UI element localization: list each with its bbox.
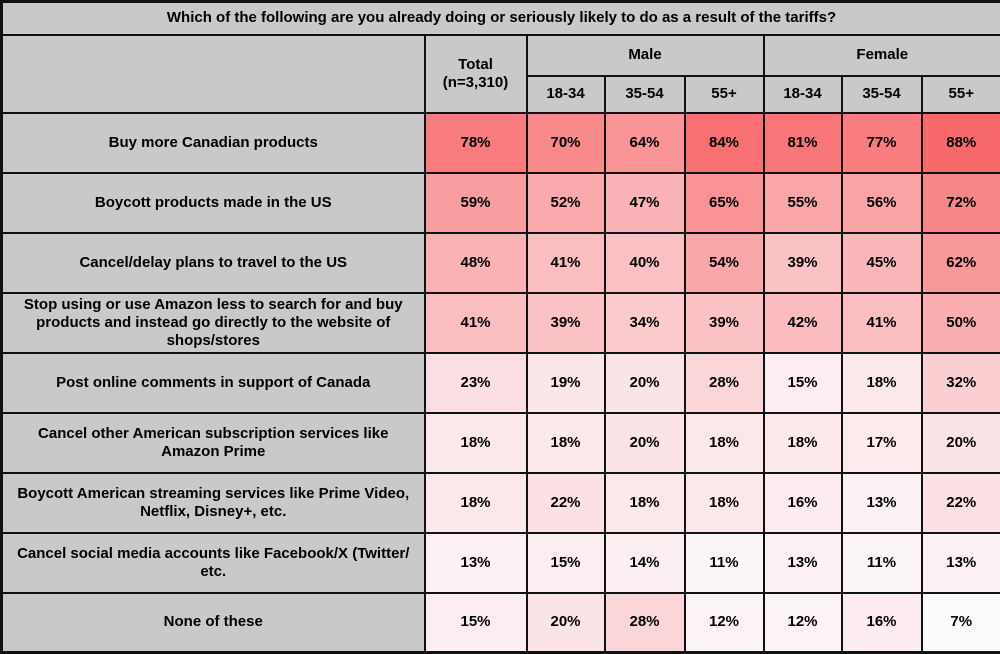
- value-cell: 20%: [525, 591, 606, 654]
- value-cell: 56%: [840, 171, 923, 234]
- age-header-male-55plus: 55+: [683, 74, 765, 114]
- value-cell: 18%: [525, 411, 606, 474]
- value-cell: 22%: [920, 471, 1000, 534]
- value-cell: 13%: [762, 531, 843, 594]
- value-cell: 16%: [762, 471, 843, 534]
- value-cell: 15%: [762, 351, 843, 414]
- age-header-female-18-34: 18-34: [762, 74, 843, 114]
- value-cell: 65%: [683, 171, 765, 234]
- value-cell: 39%: [683, 291, 765, 354]
- value-cell: 20%: [603, 411, 686, 474]
- value-cell: 19%: [525, 351, 606, 414]
- value-cell: 39%: [525, 291, 606, 354]
- value-cell: 88%: [920, 111, 1000, 174]
- value-cell: 81%: [762, 111, 843, 174]
- value-cell: 64%: [603, 111, 686, 174]
- row-label-header: [0, 33, 426, 114]
- group-header-male: Male: [525, 33, 765, 77]
- table-row: Buy more Canadian products 78% 70% 64% 8…: [0, 111, 1000, 174]
- col-header-total: Total (n=3,310): [423, 33, 528, 114]
- table-title: Which of the following are you already d…: [0, 0, 1000, 36]
- value-cell: 11%: [840, 531, 923, 594]
- value-cell: 59%: [423, 171, 528, 234]
- table-row: Cancel other American subscription servi…: [0, 411, 1000, 474]
- value-cell: 77%: [840, 111, 923, 174]
- value-cell: 72%: [920, 171, 1000, 234]
- value-cell: 11%: [683, 531, 765, 594]
- row-label: Cancel/delay plans to travel to the US: [0, 231, 426, 294]
- value-cell: 18%: [423, 471, 528, 534]
- value-cell: 18%: [683, 411, 765, 474]
- value-cell: 18%: [603, 471, 686, 534]
- value-cell: 41%: [840, 291, 923, 354]
- value-cell: 70%: [525, 111, 606, 174]
- value-cell: 13%: [840, 471, 923, 534]
- value-cell: 15%: [525, 531, 606, 594]
- value-cell: 45%: [840, 231, 923, 294]
- table-row: Cancel social media accounts like Facebo…: [0, 531, 1000, 594]
- value-cell: 41%: [525, 231, 606, 294]
- value-cell: 78%: [423, 111, 528, 174]
- value-cell: 18%: [762, 411, 843, 474]
- row-label: Post online comments in support of Canad…: [0, 351, 426, 414]
- value-cell: 28%: [603, 591, 686, 654]
- age-header-male-18-34: 18-34: [525, 74, 606, 114]
- value-cell: 41%: [423, 291, 528, 354]
- row-label: None of these: [0, 591, 426, 654]
- table-row: Boycott products made in the US 59% 52% …: [0, 171, 1000, 234]
- value-cell: 13%: [920, 531, 1000, 594]
- table-row: Stop using or use Amazon less to search …: [0, 291, 1000, 354]
- value-cell: 23%: [423, 351, 528, 414]
- row-label: Buy more Canadian products: [0, 111, 426, 174]
- age-header-female-55plus: 55+: [920, 74, 1000, 114]
- row-label: Boycott products made in the US: [0, 171, 426, 234]
- value-cell: 22%: [525, 471, 606, 534]
- row-label: Stop using or use Amazon less to search …: [0, 291, 426, 354]
- value-cell: 84%: [683, 111, 765, 174]
- value-cell: 18%: [423, 411, 528, 474]
- group-header-female: Female: [762, 33, 1000, 77]
- row-label: Cancel other American subscription servi…: [0, 411, 426, 474]
- value-cell: 28%: [683, 351, 765, 414]
- value-cell: 12%: [683, 591, 765, 654]
- value-cell: 15%: [423, 591, 528, 654]
- value-cell: 7%: [920, 591, 1000, 654]
- table-row: Post online comments in support of Canad…: [0, 351, 1000, 414]
- value-cell: 40%: [603, 231, 686, 294]
- table-row: Cancel/delay plans to travel to the US 4…: [0, 231, 1000, 294]
- table-row: None of these 15% 20% 28% 12% 12% 16% 7%: [0, 591, 1000, 654]
- value-cell: 17%: [840, 411, 923, 474]
- table-row: Boycott American streaming services like…: [0, 471, 1000, 534]
- age-header-male-35-54: 35-54: [603, 74, 686, 114]
- value-cell: 16%: [840, 591, 923, 654]
- value-cell: 50%: [920, 291, 1000, 354]
- row-label: Cancel social media accounts like Facebo…: [0, 531, 426, 594]
- value-cell: 18%: [683, 471, 765, 534]
- value-cell: 55%: [762, 171, 843, 234]
- value-cell: 42%: [762, 291, 843, 354]
- value-cell: 62%: [920, 231, 1000, 294]
- value-cell: 32%: [920, 351, 1000, 414]
- value-cell: 14%: [603, 531, 686, 594]
- value-cell: 20%: [920, 411, 1000, 474]
- value-cell: 20%: [603, 351, 686, 414]
- value-cell: 34%: [603, 291, 686, 354]
- row-label: Boycott American streaming services like…: [0, 471, 426, 534]
- value-cell: 54%: [683, 231, 765, 294]
- value-cell: 47%: [603, 171, 686, 234]
- value-cell: 13%: [423, 531, 528, 594]
- value-cell: 12%: [762, 591, 843, 654]
- value-cell: 48%: [423, 231, 528, 294]
- age-header-female-35-54: 35-54: [840, 74, 923, 114]
- value-cell: 18%: [840, 351, 923, 414]
- value-cell: 52%: [525, 171, 606, 234]
- value-cell: 39%: [762, 231, 843, 294]
